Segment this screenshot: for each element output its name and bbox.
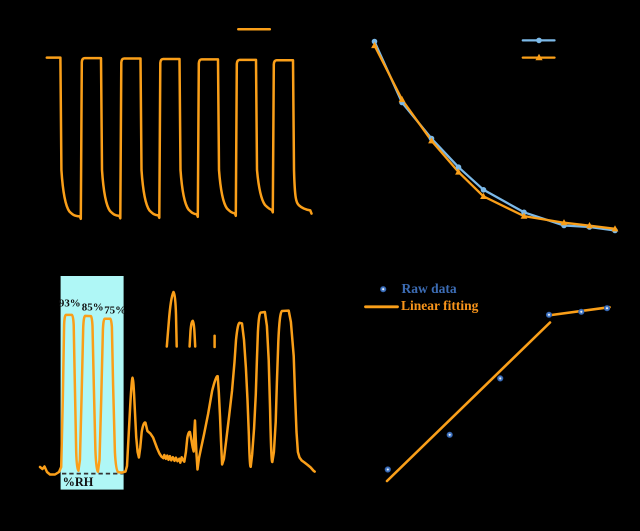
svg-text:85%: 85%	[82, 302, 104, 314]
svg-text:Raw data: Raw data	[402, 281, 457, 296]
svg-text:75%: 75%	[104, 305, 126, 317]
svg-text:Linear fitting: Linear fitting	[401, 298, 479, 313]
svg-text:%RH: %RH	[63, 475, 94, 489]
svg-text:93%: 93%	[59, 298, 81, 310]
